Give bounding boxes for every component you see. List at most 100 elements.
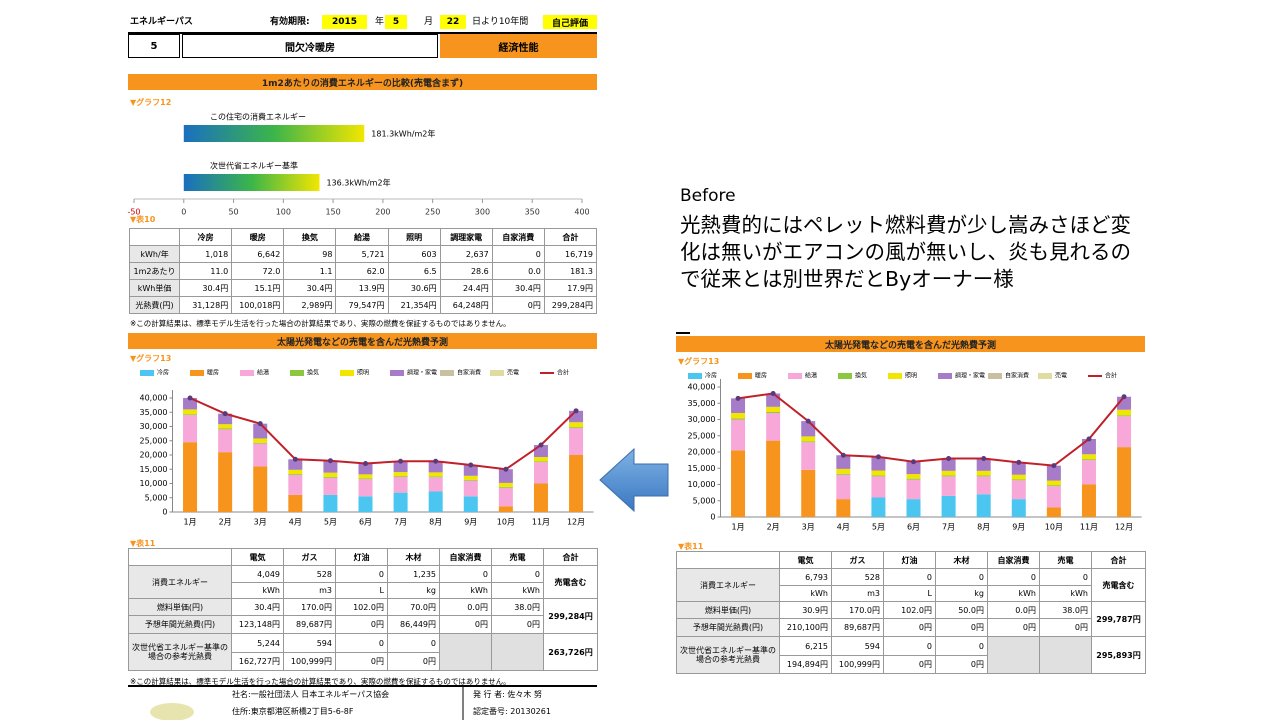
x-tick-label: 4月	[837, 523, 850, 532]
cell: 594	[831, 636, 884, 656]
bar-segment	[906, 478, 921, 480]
header-cell: 自家消費	[987, 551, 1040, 569]
total-marker	[805, 418, 811, 424]
row: kWh/年 1,018 6,642 98 5,721 603 2,637 0 16,719	[128, 245, 598, 263]
x-tick-label: 10月	[1045, 523, 1063, 532]
cell: kWh	[987, 585, 1040, 602]
bar-segment	[533, 461, 548, 463]
cell: 30.9円	[779, 601, 832, 619]
bar-segment	[533, 462, 548, 484]
cell: kg	[935, 585, 988, 602]
table-label: ▼表10	[130, 215, 156, 224]
total-marker	[538, 442, 544, 448]
x-tick-label: 0	[181, 208, 186, 217]
cell: 2,637	[439, 245, 493, 263]
chart-label: ▼グラフ13	[130, 354, 172, 363]
logo	[150, 703, 194, 720]
issuer: 発 行 者: 佐々木 努	[473, 690, 542, 699]
total-marker	[735, 395, 741, 401]
header-cell: 給湯	[335, 228, 389, 246]
y-tick-label: 40,000	[688, 383, 716, 392]
row-label: 予想年間光熱費(円)	[676, 618, 780, 637]
cell: 594	[283, 633, 336, 653]
x-tick-label: 6月	[907, 523, 920, 532]
x-tick-label: 50	[228, 208, 238, 217]
legend-swatch	[788, 373, 802, 379]
total-marker	[981, 456, 987, 461]
legend-label: 合計	[1105, 372, 1117, 380]
row: 1m2あたり 11.0 72.0 1.1 62.0 6.5 28.6 0.0 181.3	[128, 262, 598, 280]
cell: 0	[439, 565, 492, 583]
header-cell: 暖房	[231, 228, 285, 246]
bar-segment	[393, 472, 408, 477]
legend-swatch	[490, 370, 504, 376]
legend-label: 照明	[357, 370, 369, 377]
cell: 89,687円	[283, 615, 336, 634]
cell: 123,148円	[231, 615, 284, 634]
total-marker	[468, 462, 474, 468]
x-tick-label: 250	[425, 208, 440, 217]
bar-segment	[1011, 480, 1026, 500]
bar-segment	[766, 413, 781, 441]
bar-segment	[836, 473, 851, 475]
cell: 0	[987, 568, 1040, 586]
bar-segment	[871, 497, 886, 517]
self-eval: 自己評価	[543, 15, 597, 29]
bar-segment	[569, 427, 584, 455]
total-line	[737, 392, 1125, 467]
year-unit: 年	[375, 17, 385, 27]
bar-segment	[731, 418, 746, 420]
y-tick-label: 15,000	[688, 464, 716, 473]
y-tick-label: 20,000	[140, 451, 168, 460]
cell: 79,547円	[335, 296, 389, 314]
bar-segment	[323, 476, 338, 478]
bar-segment	[463, 480, 478, 497]
x-tick-label: 11月	[532, 518, 550, 527]
bar-segment	[393, 461, 408, 473]
bar-segment	[976, 470, 991, 476]
bar-segment	[253, 442, 268, 444]
cell: 0	[491, 565, 544, 583]
cell: 102.0円	[883, 601, 936, 619]
chart-label: ▼グラフ13	[678, 357, 720, 366]
total-marker	[770, 391, 776, 396]
header-cell: 合計	[543, 548, 598, 566]
cell: 11.0	[179, 262, 233, 280]
cell: 86,449円	[387, 615, 440, 634]
total-cell: 売電含む	[1091, 568, 1146, 602]
bar-segment	[941, 495, 956, 517]
legend-label: 照明	[905, 373, 917, 380]
category: 経済性能	[440, 34, 597, 58]
cell: 0.0円	[987, 601, 1040, 619]
cell: 0円	[335, 652, 388, 671]
bar-segment	[288, 474, 303, 495]
bar-segment	[358, 474, 373, 479]
cell: 170.0円	[283, 598, 336, 616]
bar-segment	[906, 479, 921, 500]
bar-segment	[976, 458, 991, 471]
cell: 0	[387, 633, 440, 653]
bar-segment	[801, 441, 816, 443]
name: 間欠冷暖房	[182, 34, 438, 58]
bar-segment	[498, 482, 513, 487]
cell: 528	[283, 565, 336, 583]
table-label: ▼表11	[678, 542, 704, 551]
brand: エネルギーパス	[130, 17, 193, 27]
row: 電気 ガス 灯油 木材 自家消費 売電 合計	[128, 548, 598, 566]
total-marker	[1051, 463, 1057, 469]
y-tick-label: 40,000	[140, 394, 168, 403]
row-label: 次世代省エネルギー基準の場合の参考光熱費	[676, 636, 780, 674]
comment: 光熱費的にはペレット燃料費が少し嵩みさほど変化は無いがエアコンの風が無いし、炎も…	[680, 213, 1131, 291]
bar-segment	[183, 409, 198, 415]
total-cell: 263,726円	[543, 633, 598, 671]
cell: 30.4円	[491, 279, 545, 297]
cell: 299,284円	[543, 296, 598, 314]
bar-segment	[1046, 465, 1061, 481]
cell: kWh	[439, 582, 492, 599]
bar-segment	[1081, 484, 1096, 517]
x-tick-label: 7月	[942, 523, 955, 532]
bar-segment	[498, 486, 513, 488]
table: 冷房 暖房 換気 給湯 照明 調理家電 自家消費 合計 kWh/年 1,018 6,642 98 5,7…	[128, 228, 598, 314]
x-tick-label: 12月	[567, 518, 585, 527]
header-cell: 合計	[1091, 551, 1146, 569]
